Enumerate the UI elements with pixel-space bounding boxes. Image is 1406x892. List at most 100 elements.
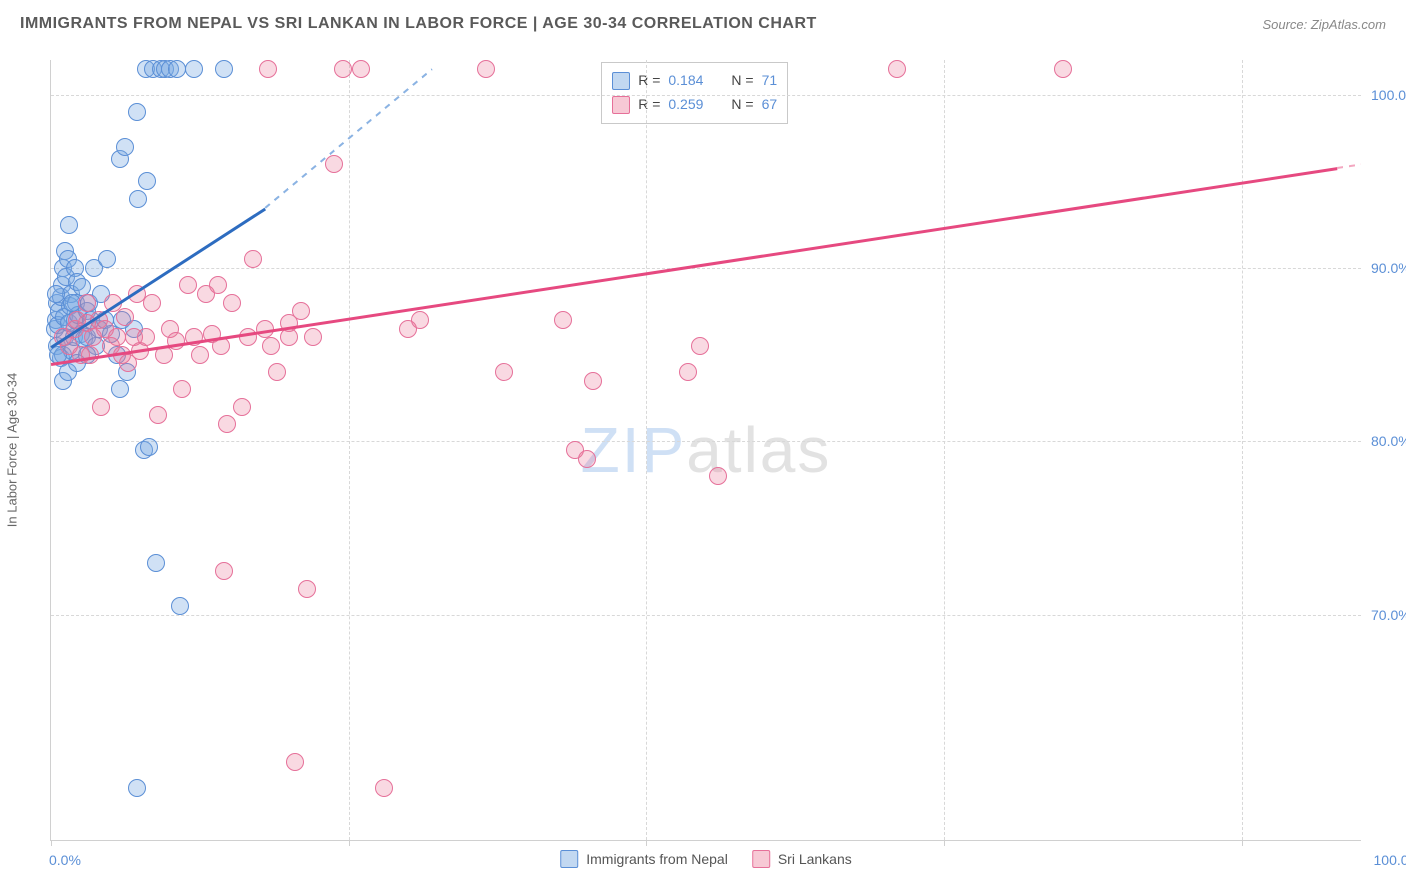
data-point-nepal xyxy=(98,250,116,268)
x-tick-label: 0.0% xyxy=(49,852,81,868)
data-point-srilanka xyxy=(215,562,233,580)
series-legend: Immigrants from Nepal Sri Lankans xyxy=(560,850,852,868)
x-tick-mark xyxy=(1242,840,1243,846)
data-point-nepal xyxy=(168,60,186,78)
y-tick-label: 80.0% xyxy=(1371,433,1406,449)
legend-r-value: 0.259 xyxy=(668,93,703,117)
data-point-srilanka xyxy=(477,60,495,78)
legend-swatch xyxy=(612,72,630,90)
legend-label: Immigrants from Nepal xyxy=(586,851,728,867)
x-tick-mark xyxy=(944,840,945,846)
y-tick-label: 90.0% xyxy=(1371,260,1406,276)
data-point-srilanka xyxy=(259,60,277,78)
legend-r-value: 0.184 xyxy=(668,69,703,93)
data-point-srilanka xyxy=(149,406,167,424)
legend-item: Sri Lankans xyxy=(752,850,852,868)
data-point-nepal xyxy=(215,60,233,78)
data-point-srilanka xyxy=(143,294,161,312)
data-point-nepal xyxy=(111,380,129,398)
watermark-part1: ZIP xyxy=(581,414,687,486)
data-point-srilanka xyxy=(286,753,304,771)
legend-row: R = 0.184 N = 71 xyxy=(612,69,777,93)
gridline-vertical xyxy=(1242,60,1243,840)
data-point-nepal xyxy=(128,779,146,797)
data-point-nepal xyxy=(129,190,147,208)
data-point-srilanka xyxy=(244,250,262,268)
legend-r-label: R = xyxy=(638,93,660,117)
gridline-horizontal xyxy=(51,441,1361,442)
legend-swatch xyxy=(560,850,578,868)
data-point-nepal xyxy=(147,554,165,572)
data-point-srilanka xyxy=(411,311,429,329)
data-point-srilanka xyxy=(78,294,96,312)
data-point-srilanka xyxy=(173,380,191,398)
legend-r-label: R = xyxy=(638,69,660,93)
x-tick-mark xyxy=(349,840,350,846)
data-point-srilanka xyxy=(1054,60,1072,78)
data-point-nepal xyxy=(60,216,78,234)
data-point-srilanka xyxy=(108,328,126,346)
data-point-nepal xyxy=(171,597,189,615)
chart-title: IMMIGRANTS FROM NEPAL VS SRI LANKAN IN L… xyxy=(20,15,817,33)
data-point-srilanka xyxy=(179,276,197,294)
data-point-srilanka xyxy=(691,337,709,355)
data-point-srilanka xyxy=(709,467,727,485)
data-point-srilanka xyxy=(137,328,155,346)
y-tick-label: 70.0% xyxy=(1371,607,1406,623)
data-point-srilanka xyxy=(325,155,343,173)
data-point-srilanka xyxy=(223,294,241,312)
data-point-srilanka xyxy=(191,346,209,364)
legend-label: Sri Lankans xyxy=(778,851,852,867)
data-point-srilanka xyxy=(495,363,513,381)
legend-row: R = 0.259 N = 67 xyxy=(612,93,777,117)
source-name: ZipAtlas.com xyxy=(1311,17,1386,32)
correlation-legend: R = 0.184 N = 71 R = 0.259 N = 67 xyxy=(601,62,788,124)
data-point-nepal xyxy=(185,60,203,78)
data-point-srilanka xyxy=(584,372,602,390)
legend-n-label: N = xyxy=(731,93,753,117)
gridline-horizontal xyxy=(51,268,1361,269)
data-point-srilanka xyxy=(116,308,134,326)
legend-swatch xyxy=(612,96,630,114)
data-point-srilanka xyxy=(233,398,251,416)
data-point-srilanka xyxy=(268,363,286,381)
legend-n-value: 67 xyxy=(762,93,778,117)
legend-n-value: 71 xyxy=(762,69,778,93)
data-point-nepal xyxy=(47,285,65,303)
data-point-nepal xyxy=(128,103,146,121)
data-point-srilanka xyxy=(578,450,596,468)
y-axis-label: In Labor Force | Age 30-34 xyxy=(5,373,20,527)
scatter-plot: ZIPatlas R =0.184N =71R =0.259N =67 Immi… xyxy=(50,60,1361,841)
data-point-srilanka xyxy=(292,302,310,320)
legend-item: Immigrants from Nepal xyxy=(560,850,728,868)
data-point-srilanka xyxy=(304,328,322,346)
source-attribution: Source: ZipAtlas.com xyxy=(1262,17,1386,32)
data-point-nepal xyxy=(138,172,156,190)
data-point-srilanka xyxy=(334,60,352,78)
data-point-srilanka xyxy=(298,580,316,598)
y-tick-label: 100.0% xyxy=(1371,87,1406,103)
data-point-nepal xyxy=(116,138,134,156)
data-point-srilanka xyxy=(81,346,99,364)
data-point-srilanka xyxy=(209,276,227,294)
watermark: ZIPatlas xyxy=(581,413,832,487)
gridline-vertical xyxy=(944,60,945,840)
legend-swatch xyxy=(752,850,770,868)
legend-n-label: N = xyxy=(731,69,753,93)
gridline-horizontal xyxy=(51,95,1361,96)
x-tick-mark xyxy=(51,840,52,846)
trend-line-dash-srilanka xyxy=(1337,164,1361,169)
data-point-srilanka xyxy=(92,398,110,416)
data-point-srilanka xyxy=(352,60,370,78)
gridline-horizontal xyxy=(51,615,1361,616)
data-point-srilanka xyxy=(375,779,393,797)
x-tick-label: 100.0% xyxy=(1374,852,1406,868)
gridline-vertical xyxy=(349,60,350,840)
data-point-srilanka xyxy=(679,363,697,381)
data-point-srilanka xyxy=(888,60,906,78)
data-point-srilanka xyxy=(554,311,572,329)
trend-line-srilanka xyxy=(51,167,1338,365)
data-point-srilanka xyxy=(218,415,236,433)
source-prefix: Source: xyxy=(1262,17,1310,32)
x-tick-mark xyxy=(646,840,647,846)
